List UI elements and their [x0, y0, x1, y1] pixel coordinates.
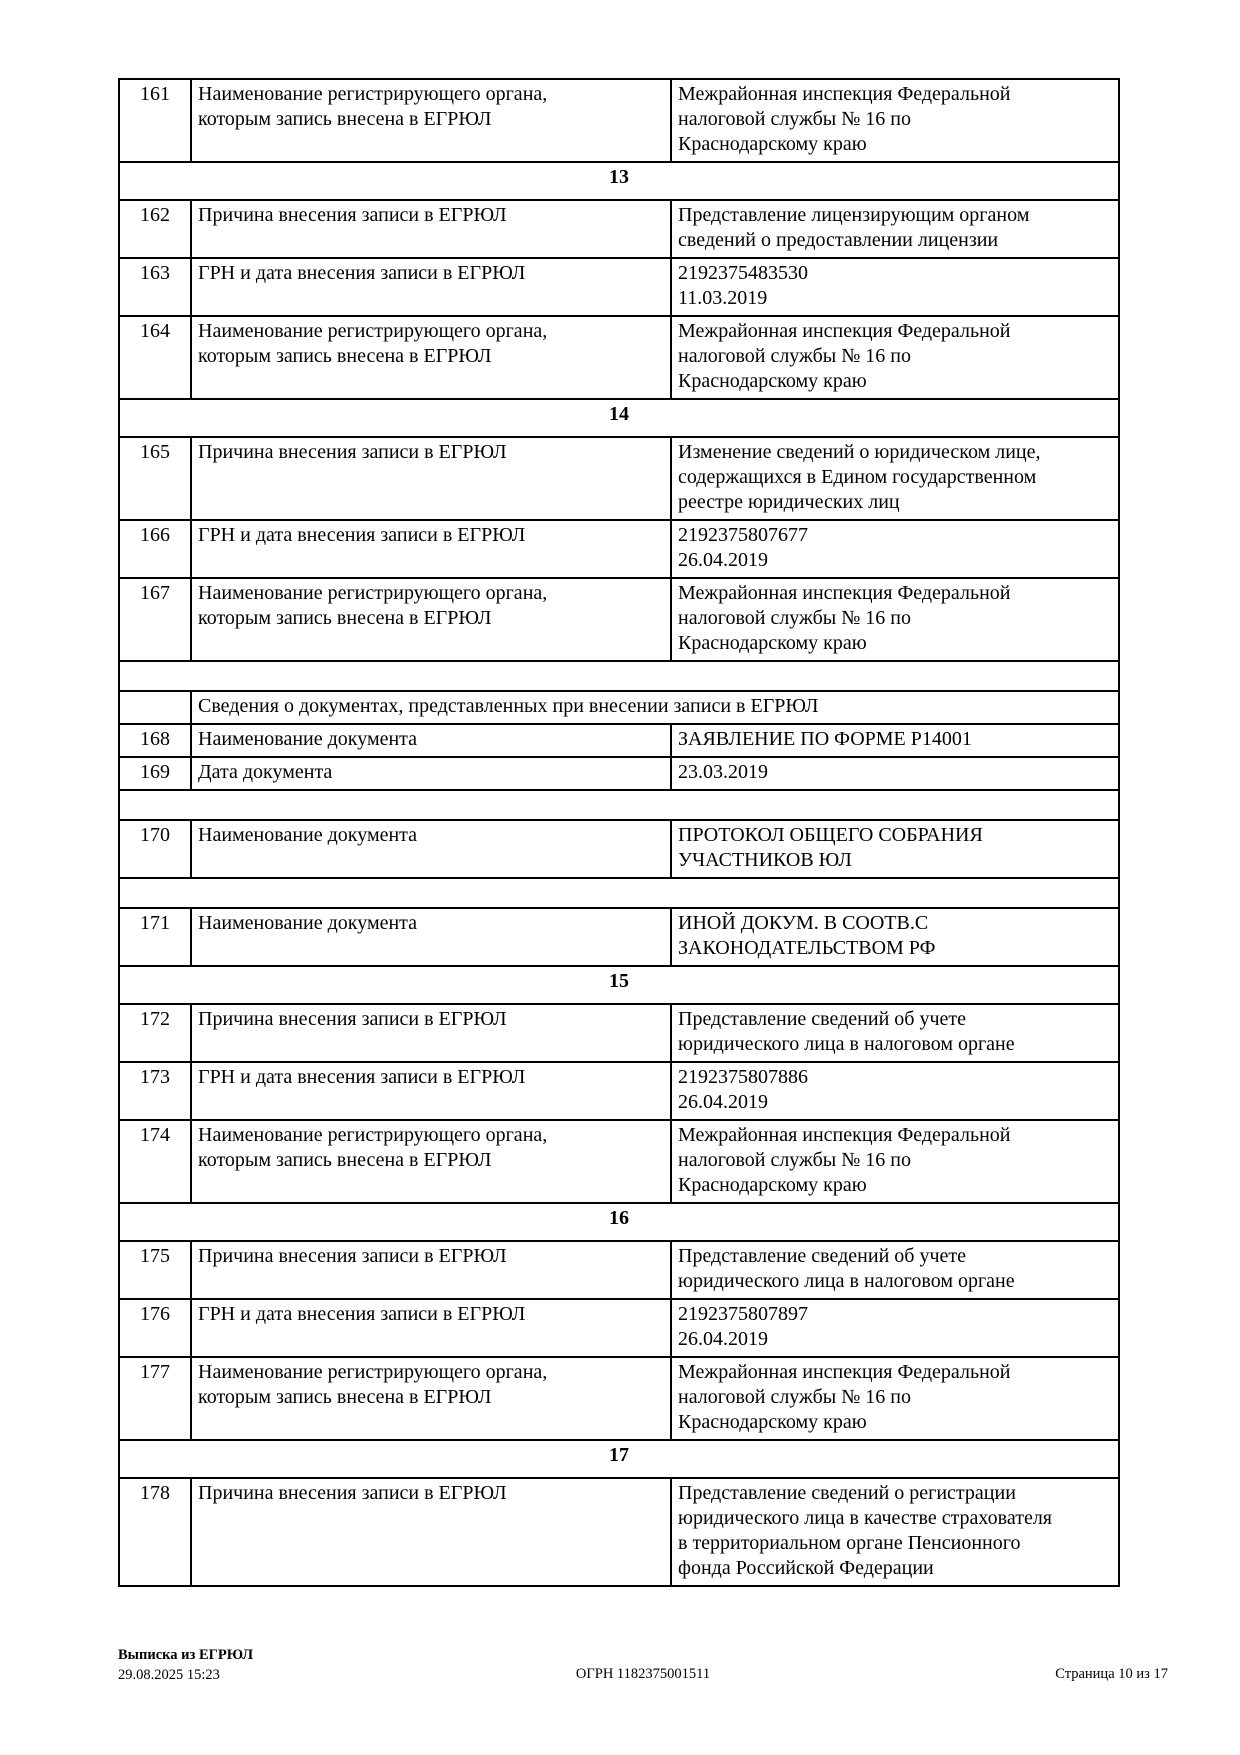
egrul-table-body: 161 Наименование регистрирующего органа, …: [118, 78, 1120, 1587]
attribute-cell: Причина внесения записи в ЕГРЮЛ: [190, 436, 672, 521]
attribute-cell: Наименование регистрирующего органа, кот…: [190, 78, 672, 163]
table-row: 175 Причина внесения записи в ЕГРЮЛ Предст…: [118, 1240, 1120, 1300]
section-number-cell: 16: [118, 1202, 1120, 1242]
value-cell: 2192375807886 26.04.2019: [670, 1061, 1120, 1121]
spacer-row: [118, 660, 1120, 692]
table-row: 168 Наименование документа ЗАЯВЛЕНИЕ ПО ФО…: [118, 723, 1120, 758]
section-row: 17: [118, 1439, 1120, 1479]
attribute-cell: Причина внесения записи в ЕГРЮЛ: [190, 199, 672, 259]
attribute-cell: Причина внесения записи в ЕГРЮЛ: [190, 1240, 672, 1300]
egrul-records-table: 161 Наименование регистрирующего органа, …: [118, 78, 1120, 1587]
value-cell: Представление сведений об учете юридичес…: [670, 1240, 1120, 1300]
row-number-cell: 162: [118, 199, 192, 259]
value-cell: 23.03.2019: [670, 756, 1120, 791]
table-row: 162 Причина внесения записи в ЕГРЮЛ Предст…: [118, 199, 1120, 259]
attribute-cell: Наименование регистрирующего органа, кот…: [190, 315, 672, 400]
subheader-row: Сведения о документах, представленных пр…: [118, 690, 1120, 725]
row-number-cell: 172: [118, 1003, 192, 1063]
value-cell: 2192375483530 11.03.2019: [670, 257, 1120, 317]
table-row: 178 Причина внесения записи в ЕГРЮЛ Предст…: [118, 1477, 1120, 1587]
row-number-cell: 168: [118, 723, 192, 758]
row-number-cell: 161: [118, 78, 192, 163]
table-row: 166 ГРН и дата внесения записи в ЕГРЮЛ 219…: [118, 519, 1120, 579]
value-cell: Межрайонная инспекция Федеральной налого…: [670, 1119, 1120, 1204]
row-number-cell: 166: [118, 519, 192, 579]
section-row: 13: [118, 161, 1120, 201]
attribute-cell: Наименование документа: [190, 819, 672, 879]
attribute-cell: Причина внесения записи в ЕГРЮЛ: [190, 1477, 672, 1587]
table-row: 167 Наименование регистрирующего органа, …: [118, 577, 1120, 662]
value-cell: Изменение сведений о юридическом лице, с…: [670, 436, 1120, 521]
row-number-cell: 176: [118, 1298, 192, 1358]
table-row: 174 Наименование регистрирующего органа, …: [118, 1119, 1120, 1204]
attribute-cell: ГРН и дата внесения записи в ЕГРЮЛ: [190, 257, 672, 317]
section-number-cell: 14: [118, 398, 1120, 438]
table-row: 177 Наименование регистрирующего органа, …: [118, 1356, 1120, 1441]
table-row: 176 ГРН и дата внесения записи в ЕГРЮЛ 219…: [118, 1298, 1120, 1358]
attribute-cell: Дата документа: [190, 756, 672, 791]
section-number-cell: 17: [118, 1439, 1120, 1479]
table-row: 163 ГРН и дата внесения записи в ЕГРЮЛ 219…: [118, 257, 1120, 317]
value-cell: Межрайонная инспекция Федеральной налого…: [670, 1356, 1120, 1441]
attribute-cell: Наименование регистрирующего органа, кот…: [190, 577, 672, 662]
row-number-cell: 177: [118, 1356, 192, 1441]
row-number-cell: 175: [118, 1240, 192, 1300]
footer-datetime: 29.08.2025 15:23: [118, 1666, 220, 1683]
table-row: 170 Наименование документа ПРОТОКОЛ ОБЩЕГО…: [118, 819, 1120, 879]
spacer-cell: [118, 660, 1120, 692]
footer-ogrn: ОГРН 1182375001511: [575, 1666, 711, 1682]
value-cell: Межрайонная инспекция Федеральной налого…: [670, 78, 1120, 163]
spacer-cell: [118, 877, 1120, 909]
row-number-cell: 174: [118, 1119, 192, 1204]
table-row: 173 ГРН и дата внесения записи в ЕГРЮЛ 219…: [118, 1061, 1120, 1121]
value-cell: 2192375807677 26.04.2019: [670, 519, 1120, 579]
row-number-cell: [118, 690, 192, 725]
value-cell: ИНОЙ ДОКУМ. В СООТВ.С ЗАКОНОДАТЕЛЬСТВОМ …: [670, 907, 1120, 967]
spacer-cell: [118, 789, 1120, 821]
attribute-cell: Причина внесения записи в ЕГРЮЛ: [190, 1003, 672, 1063]
attribute-cell: Наименование регистрирующего органа, кот…: [190, 1356, 672, 1441]
table-row: 165 Причина внесения записи в ЕГРЮЛ Измене…: [118, 436, 1120, 521]
table-row: 161 Наименование регистрирующего органа, …: [118, 78, 1120, 163]
row-number-cell: 164: [118, 315, 192, 400]
table-row: 169 Дата документа 23.03.2019: [118, 756, 1120, 791]
subheader-cell: Сведения о документах, представленных пр…: [190, 690, 1120, 725]
section-row: 14: [118, 398, 1120, 438]
spacer-row: [118, 789, 1120, 821]
value-cell: Представление сведений о регистрации юри…: [670, 1477, 1120, 1587]
value-cell: ПРОТОКОЛ ОБЩЕГО СОБРАНИЯ УЧАСТНИКОВ ЮЛ: [670, 819, 1120, 879]
row-number-cell: 169: [118, 756, 192, 791]
row-number-cell: 163: [118, 257, 192, 317]
section-number-cell: 13: [118, 161, 1120, 201]
value-cell: Межрайонная инспекция Федеральной налого…: [670, 577, 1120, 662]
row-number-cell: 173: [118, 1061, 192, 1121]
value-cell: 2192375807897 26.04.2019: [670, 1298, 1120, 1358]
section-row: 16: [118, 1202, 1120, 1242]
row-number-cell: 178: [118, 1477, 192, 1587]
value-cell: Межрайонная инспекция Федеральной налого…: [670, 315, 1120, 400]
attribute-cell: Наименование регистрирующего органа, кот…: [190, 1119, 672, 1204]
footer-left-block: Выписка из ЕГРЮЛ 29.08.2025 15:23: [118, 1646, 253, 1685]
table-row: 164 Наименование регистрирующего органа, …: [118, 315, 1120, 400]
row-number-cell: 167: [118, 577, 192, 662]
value-cell: Представление сведений об учете юридичес…: [670, 1003, 1120, 1063]
attribute-cell: ГРН и дата внесения записи в ЕГРЮЛ: [190, 519, 672, 579]
attribute-cell: Наименование документа: [190, 723, 672, 758]
attribute-cell: Наименование документа: [190, 907, 672, 967]
footer-doc-type: Выписка из ЕГРЮЛ: [118, 1647, 254, 1663]
attribute-cell: ГРН и дата внесения записи в ЕГРЮЛ: [190, 1061, 672, 1121]
section-number-cell: 15: [118, 965, 1120, 1005]
table-row: 171 Наименование документа ИНОЙ ДОКУМ. В С…: [118, 907, 1120, 967]
value-cell: Представление лицензирующим органом свед…: [670, 199, 1120, 259]
attribute-cell: ГРН и дата внесения записи в ЕГРЮЛ: [190, 1298, 672, 1358]
row-number-cell: 171: [118, 907, 192, 967]
row-number-cell: 165: [118, 436, 192, 521]
value-cell: ЗАЯВЛЕНИЕ ПО ФОРМЕ Р14001: [670, 723, 1120, 758]
footer-page-number: Страница 10 из 17: [1055, 1666, 1168, 1682]
row-number-cell: 170: [118, 819, 192, 879]
table-row: 172 Причина внесения записи в ЕГРЮЛ Предст…: [118, 1003, 1120, 1063]
section-row: 15: [118, 965, 1120, 1005]
spacer-row: [118, 877, 1120, 909]
